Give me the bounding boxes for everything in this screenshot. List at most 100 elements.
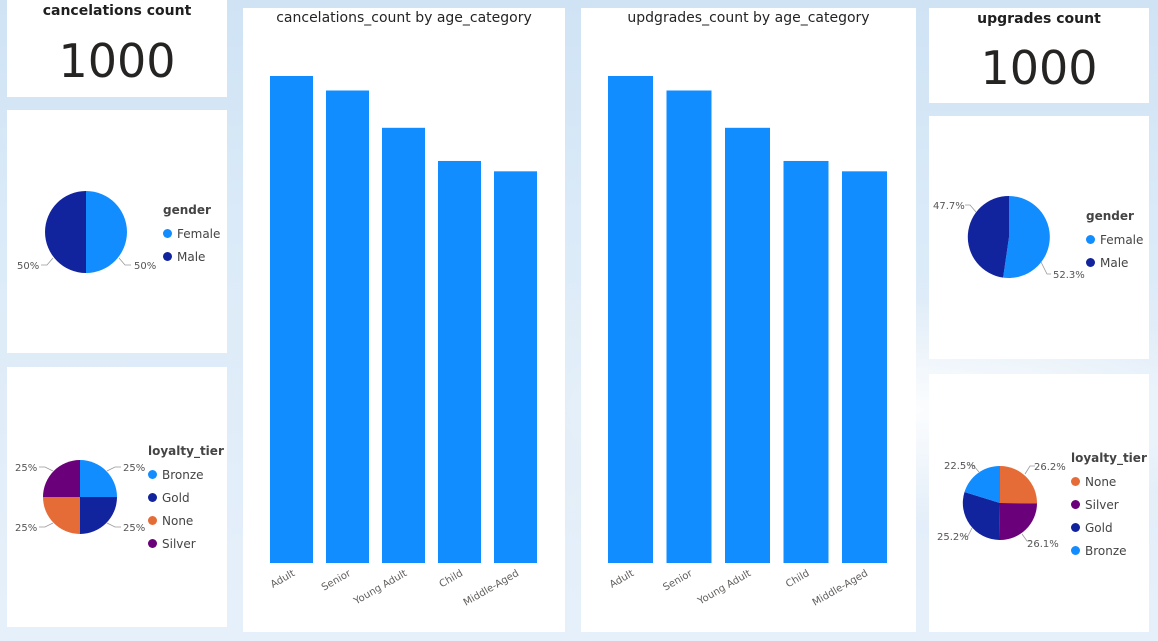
- cancelations-kpi-card[interactable]: cancelations count 1000: [7, 0, 227, 97]
- pie-slice-female[interactable]: [1003, 196, 1050, 278]
- x-tick-label: Adult: [269, 568, 297, 591]
- kpi-title: upgrades count: [977, 11, 1101, 27]
- loyalty-pie-card-left[interactable]: 25% 25% 25% 25% loyalty_tier Bronze Gold…: [7, 367, 227, 627]
- x-tick-label: Senior: [320, 568, 354, 594]
- legend-item-silver[interactable]: Silver: [1071, 493, 1147, 516]
- kpi-value: 1000: [980, 41, 1098, 95]
- x-tick-label: Middle-Aged: [811, 568, 870, 609]
- data-label-female: 52.3%: [1053, 270, 1085, 281]
- legend-label: Bronze: [162, 467, 204, 482]
- x-tick-label: Young Adult: [351, 568, 409, 608]
- x-tick-label: Middle-Aged: [462, 568, 521, 609]
- pie-slice-bronze[interactable]: [964, 465, 1001, 503]
- bar-child[interactable]: [783, 160, 829, 564]
- legend-label: Gold: [162, 490, 190, 505]
- pie-slice-silver[interactable]: [999, 503, 1038, 541]
- legend-item-gold[interactable]: Gold: [1071, 516, 1147, 539]
- bar-adult[interactable]: [270, 76, 313, 563]
- legend-item-none[interactable]: None: [1071, 470, 1147, 493]
- chart-title: cancelations_count by age_category: [276, 10, 532, 26]
- upgrades-bar-chart: Adult Senior Young Adult Child Middle-Aged: [608, 76, 887, 609]
- x-tick-label: Senior: [661, 568, 695, 594]
- loyalty-pie-card-right[interactable]: 26.2% 26.1% 25.2% 22.5% loyalty_tier Non…: [929, 374, 1149, 632]
- legend-label: Male: [177, 249, 206, 264]
- bar-young-adult[interactable]: [382, 127, 425, 564]
- bar-middle-aged[interactable]: [494, 171, 537, 564]
- bar-senior[interactable]: [666, 90, 712, 564]
- data-label-gold: 25%: [123, 523, 145, 534]
- legend-item-male[interactable]: Male: [1086, 251, 1143, 274]
- gender-pie-card-right[interactable]: 52.3% 47.7% gender Female Male: [929, 116, 1149, 359]
- data-label-bronze: 22.5%: [944, 461, 976, 472]
- bar-senior[interactable]: [326, 90, 369, 564]
- legend-label: Gold: [1085, 520, 1113, 535]
- kpi-title: cancelations count: [42, 3, 192, 19]
- loyalty-pie-chart: 25% 25% 25% 25%: [15, 460, 145, 534]
- legend-item-none[interactable]: None: [148, 509, 224, 532]
- legend-label: None: [1085, 474, 1117, 489]
- legend-label: Bronze: [1085, 543, 1127, 558]
- legend-title: gender: [163, 203, 211, 217]
- bar-middle-aged[interactable]: [842, 171, 887, 564]
- gender-legend: gender Female Male: [1086, 209, 1143, 274]
- kpi-value: 1000: [58, 34, 176, 88]
- pie-slice-none[interactable]: [43, 497, 80, 534]
- legend-title: gender: [1086, 209, 1134, 223]
- pie-slice-bronze[interactable]: [80, 460, 117, 497]
- legend-item-female[interactable]: Female: [1086, 228, 1143, 251]
- upgrades-bar-chart-card[interactable]: updgrades_count by age_category Adult Sen…: [581, 8, 916, 632]
- pie-slice-male[interactable]: [967, 195, 1009, 278]
- x-tick-label: Child: [784, 568, 811, 590]
- loyalty-legend: loyalty_tier None Silver Gold Bronze: [1071, 451, 1147, 562]
- data-label-silver: 25%: [15, 463, 37, 474]
- data-label-male: 47.7%: [933, 201, 965, 212]
- legend-dot: [1086, 258, 1095, 267]
- legend-item-female[interactable]: Female: [163, 222, 220, 245]
- legend-dot: [163, 229, 172, 238]
- bar-young-adult[interactable]: [725, 127, 770, 564]
- legend-label: Female: [177, 226, 221, 241]
- legend-dot: [148, 539, 157, 548]
- pie-slice-silver[interactable]: [43, 460, 80, 497]
- legend-dot: [148, 470, 157, 479]
- bar-adult[interactable]: [608, 76, 653, 563]
- loyalty-legend: loyalty_tier Bronze Gold None Silver: [148, 444, 224, 555]
- legend-item-gold[interactable]: Gold: [148, 486, 224, 509]
- legend-label: Silver: [1085, 497, 1119, 512]
- data-label-male: 50%: [17, 261, 39, 272]
- gender-pie-chart: 52.3% 47.7%: [933, 195, 1085, 281]
- legend-label: Silver: [162, 536, 196, 551]
- legend-title: loyalty_tier: [1071, 451, 1147, 465]
- upgrades-kpi-card[interactable]: upgrades count 1000: [929, 8, 1149, 103]
- chart-title: updgrades_count by age_category: [627, 10, 870, 26]
- data-label-none: 25%: [15, 523, 37, 534]
- bar-child[interactable]: [438, 160, 481, 564]
- legend-title: loyalty_tier: [148, 444, 224, 458]
- data-label-silver: 26.1%: [1027, 539, 1059, 550]
- data-label-female: 50%: [134, 261, 156, 272]
- pie-slice-female[interactable]: [86, 191, 127, 273]
- legend-item-silver[interactable]: Silver: [148, 532, 224, 555]
- legend-dot: [1071, 546, 1080, 555]
- pie-slice-none[interactable]: [1000, 466, 1038, 504]
- gender-pie-card-left[interactable]: 50% 50% gender Female Male: [7, 110, 227, 353]
- legend-item-bronze[interactable]: Bronze: [148, 463, 224, 486]
- legend-dot: [148, 516, 157, 525]
- legend-item-male[interactable]: Male: [163, 245, 220, 268]
- legend-item-bronze[interactable]: Bronze: [1071, 539, 1147, 562]
- legend-dot: [1071, 477, 1080, 486]
- gender-pie-chart: 50% 50%: [17, 191, 156, 273]
- legend-label: Female: [1100, 232, 1144, 247]
- legend-dot: [163, 252, 172, 261]
- legend-label: None: [162, 513, 194, 528]
- cancelations-bar-chart-card[interactable]: cancelations_count by age_category Adult…: [243, 8, 565, 632]
- data-label-none: 26.2%: [1034, 462, 1066, 473]
- pie-slice-male[interactable]: [45, 191, 86, 273]
- loyalty-pie-chart: 26.2% 26.1% 25.2% 22.5%: [937, 461, 1066, 550]
- gender-legend: gender Female Male: [163, 203, 220, 268]
- legend-dot: [1086, 235, 1095, 244]
- pie-slice-gold[interactable]: [962, 492, 1000, 540]
- pie-slice-gold[interactable]: [80, 497, 117, 534]
- legend-label: Male: [1100, 255, 1129, 270]
